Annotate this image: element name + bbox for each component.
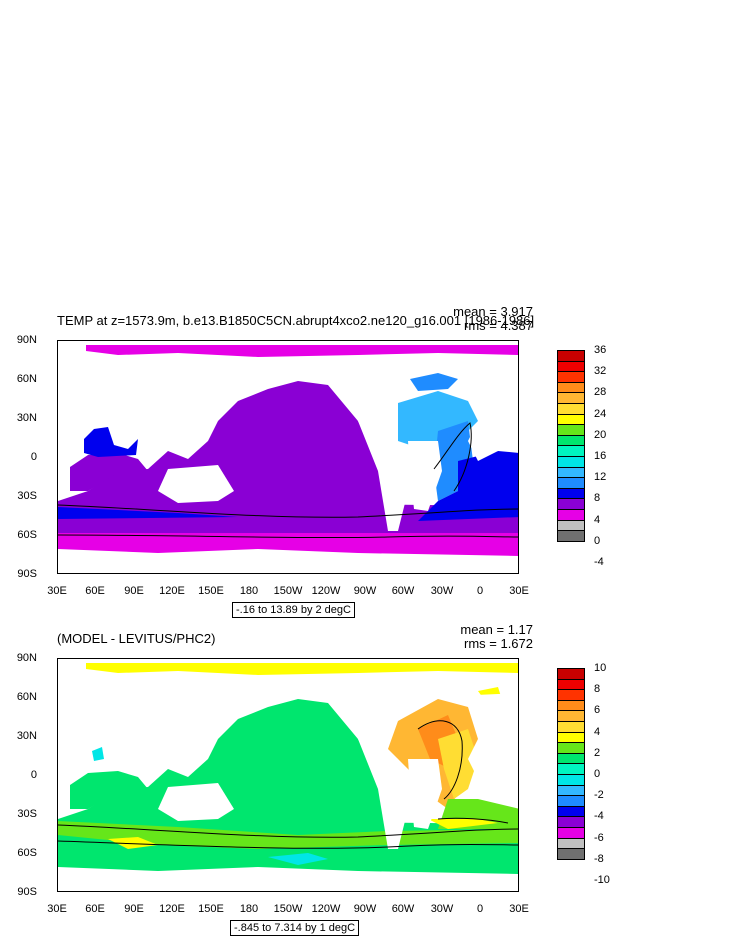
lon-label: 120W [311,585,341,597]
colorbar-label: 10 [594,662,607,674]
colorbar-label: 36 [594,344,607,356]
lon-label: 90E [124,585,144,597]
colorbar-label: -6 [594,831,604,844]
panel-title: TEMP at z=1573.9m, b.e13.B1850C5CN.abrup… [57,313,535,328]
panel-title: (MODEL - LEVITUS/PHC2) [57,631,216,646]
lat-label: 30N [16,412,37,424]
colorbar-label: 12 [594,471,607,484]
colorbar-label: 6 [594,704,601,717]
panel-difference: (MODEL - LEVITUS/PHC2) mean = 1.17 rms =… [0,618,733,940]
lat-label: 90S [17,886,37,898]
lon-label: 120W [311,903,341,915]
map-field [58,345,518,556]
lon-label: 60E [85,585,105,597]
colorbar-label: 28 [594,386,607,399]
lat-label: 60N [16,691,37,703]
colorbar-label: 2 [594,746,601,759]
rms-value: rms = 4.387 [463,318,533,333]
lon-label: 0 [476,585,484,597]
lat-label: 60N [16,373,37,385]
lat-label: 90S [17,568,37,580]
contour-range-label: -.16 to 13.89 by 2 degC [232,602,355,618]
lon-label: 90E [124,903,144,915]
lat-label: 0 [30,769,37,781]
colorbar-swatch [557,848,585,860]
lon-label: 30E [47,585,67,597]
lon-label: 120E [159,585,185,597]
colorbar-label: 0 [594,768,601,780]
panel-temperature: TEMP at z=1573.9m, b.e13.B1850C5CN.abrup… [0,300,733,622]
lat-label: 90N [16,652,37,664]
mean-value: mean = 1.17 [460,622,533,637]
lat-label: 60S [17,529,37,541]
colorbar-label: -8 [594,852,604,865]
lat-label: 60S [17,847,37,859]
lon-label: 60W [391,903,415,915]
colorbar-swatch [557,530,585,542]
lon-label: 30W [430,903,454,915]
lon-label: 90W [353,903,377,915]
map-plot [57,658,519,892]
lat-label: 30S [17,490,37,502]
colorbar-label: 8 [594,683,601,696]
lon-label: 120E [159,903,185,915]
lon-label: 0 [476,903,484,915]
lon-label: 150W [273,903,303,915]
colorbar-label: -4 [594,810,604,823]
lon-label: 180 [239,585,259,597]
lon-label: 30E [47,903,67,915]
lon-label: 30E [509,585,529,597]
lat-label: 0 [30,451,37,463]
colorbar-label: 4 [594,725,601,738]
colorbar-label: 16 [594,450,607,462]
colorbar-label: -4 [594,556,604,568]
lat-label: 90N [16,334,37,346]
colorbar-label: -10 [594,874,610,886]
map-plot [57,340,519,574]
lon-label: 30E [509,903,529,915]
lat-label: 30N [16,730,37,742]
colorbar-label: 20 [594,428,607,441]
mean-value: mean = 3.917 [453,304,533,319]
lat-label: 30S [17,808,37,820]
colorbar-label: 24 [594,407,607,420]
colorbar-label: 8 [594,492,601,505]
colorbar-label: 4 [594,513,601,526]
lon-label: 30W [430,585,454,597]
lon-label: 60W [391,585,415,597]
lon-label: 150E [198,903,224,915]
lon-label: 60E [85,903,105,915]
lon-label: 180 [239,903,259,915]
rms-value: rms = 1.672 [463,636,533,651]
lon-label: 150E [198,585,224,597]
colorbar-label: 0 [594,534,601,547]
lon-label: 150W [273,585,303,597]
colorbar-label: 32 [594,365,607,378]
lon-label: 90W [353,585,377,597]
contour-range-label: -.845 to 7.314 by 1 degC [230,920,360,936]
colorbar-label: -2 [594,789,604,802]
map-field [58,663,518,874]
